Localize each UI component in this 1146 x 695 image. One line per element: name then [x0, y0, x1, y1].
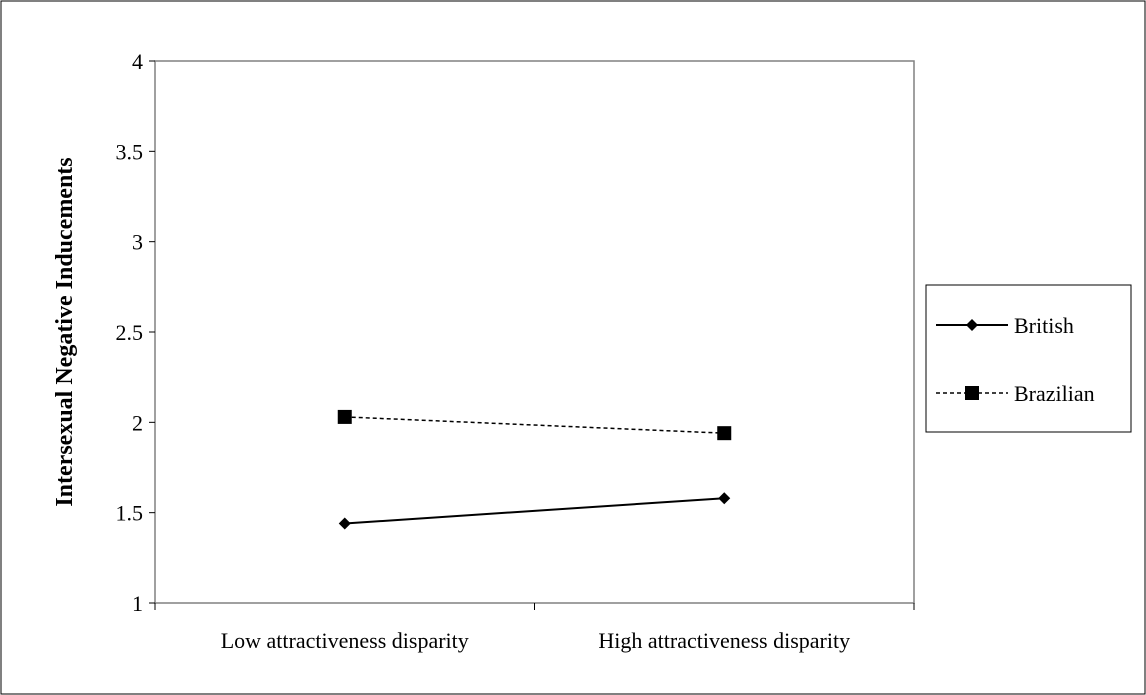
data-point [338, 517, 351, 530]
legend-item-brazilian: Brazilian [936, 381, 1095, 406]
legend-swatch-marker [966, 319, 978, 331]
y-axis-title: Intersexual Negative Inducements [52, 157, 78, 506]
data-point [337, 409, 352, 424]
data-point [717, 426, 732, 441]
legend: British Brazilian [936, 313, 1095, 406]
x-category-label: Low attractiveness disparity [221, 628, 469, 653]
y-axis: 1 1.5 2 2.5 3 3.5 4 [116, 49, 155, 616]
y-tick-label: 2 [132, 410, 143, 435]
y-tick-label: 3 [132, 230, 143, 255]
legend-swatch-marker [965, 386, 979, 400]
x-axis: Low attractiveness disparity High attract… [154, 603, 915, 653]
series-line [344, 416, 725, 434]
legend-label: Brazilian [1014, 381, 1095, 406]
series-layer [337, 409, 732, 530]
y-tick-label: 1.5 [116, 501, 144, 526]
y-tick-label: 1 [132, 591, 143, 616]
y-tick-label: 2.5 [116, 320, 144, 345]
legend-item-british: British [936, 313, 1074, 338]
data-point [718, 492, 731, 505]
series-brazilian [337, 409, 732, 441]
x-category-label: High attractiveness disparity [598, 628, 850, 653]
legend-label: British [1014, 313, 1074, 338]
y-tick-label: 3.5 [116, 139, 144, 164]
series-line [344, 497, 725, 525]
y-tick-label: 4 [132, 49, 143, 74]
series-british [338, 492, 731, 530]
legend-box [925, 284, 1132, 433]
